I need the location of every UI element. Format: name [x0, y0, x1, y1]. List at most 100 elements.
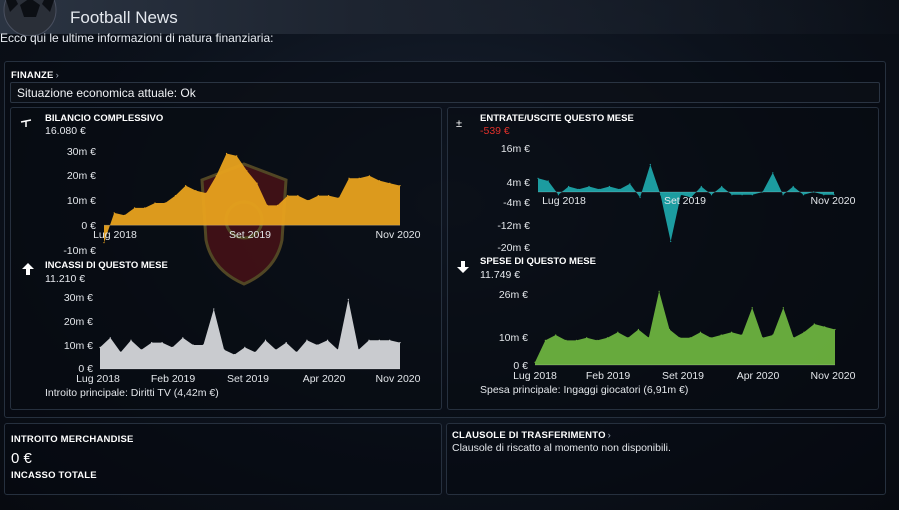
- chevron-right-icon: ›: [55, 70, 59, 81]
- spese-point: [689, 337, 691, 339]
- bilancio-y-tick-label: 30m €: [67, 146, 96, 158]
- incassi-point: [109, 337, 111, 339]
- incassi-y-tick-label: 0 €: [78, 363, 93, 375]
- clausole-title-label: CLAUSOLE DI TRASFERIMENTO: [452, 430, 606, 441]
- incassi-point: [347, 298, 349, 300]
- entrate_uscite-point: [629, 183, 631, 185]
- entrate_uscite-point: [578, 188, 580, 190]
- entrate_uscite-point: [721, 185, 723, 188]
- bilancio-point: [174, 195, 176, 197]
- intro-text: Ecco qui le ultime informazioni di natur…: [0, 31, 274, 45]
- finanze-title-label: FINANZE: [11, 70, 54, 81]
- plus-minus-icon: ±: [456, 118, 462, 129]
- incassi-y-tick-label: 30m €: [64, 292, 93, 304]
- incassi-x-tick-label: Nov 2020: [376, 373, 421, 385]
- spese-value: 11.749 €: [480, 269, 521, 281]
- incasso-totale-label: INCASSO TOTALE: [11, 470, 97, 481]
- entrate_uscite-x-tick-label: Set 2019: [664, 195, 706, 207]
- entrate_uscite-point: [619, 188, 621, 190]
- incassi-point: [316, 344, 318, 346]
- spese-y-tick-label: 0 €: [513, 360, 528, 372]
- entrate_uscite-x-tick-label: Nov 2020: [811, 195, 856, 207]
- incassi-area-series: [100, 299, 400, 369]
- entrate_uscite-y-tick-label: -20m €: [497, 242, 530, 254]
- spese-x-tick-label: Nov 2020: [811, 370, 856, 382]
- spese-x-tick-label: Feb 2019: [586, 370, 631, 382]
- incassi-point: [275, 349, 277, 351]
- bilancio-point: [399, 185, 401, 187]
- spese-point: [741, 334, 743, 336]
- incassi-point: [192, 344, 194, 346]
- spese-point: [803, 331, 805, 333]
- spese-point: [627, 337, 629, 339]
- entrate_uscite-point: [772, 172, 774, 174]
- entrate_uscite-point: [659, 194, 662, 196]
- incassi-point: [171, 346, 173, 348]
- bilancio-area-series: [104, 153, 400, 243]
- incassi-note: Introito principale: Diritti TV (4,42m €…: [45, 387, 219, 399]
- spese-point: [720, 334, 722, 336]
- spese-point: [565, 339, 567, 341]
- spese-point: [824, 326, 826, 328]
- bilancio-point: [205, 192, 207, 194]
- entrate_uscite-point: [537, 177, 539, 179]
- spese-point: [658, 290, 660, 292]
- entrate_uscite-point: [608, 185, 611, 188]
- bilancio-point: [164, 202, 166, 204]
- incassi-point: [399, 342, 401, 344]
- incassi-point: [358, 349, 360, 351]
- entrate_uscite-point: [670, 240, 672, 243]
- bilancio-point: [379, 180, 381, 182]
- entrate_uscite-point: [680, 194, 682, 196]
- status-bar: Situazione economica attuale: Ok: [10, 82, 880, 103]
- entrate_uscite-point: [700, 185, 702, 188]
- finanze-title[interactable]: FINANZE ›: [11, 70, 59, 81]
- incassi-point: [151, 342, 153, 344]
- incassi-point: [161, 342, 163, 344]
- incassi-x-tick-label: Lug 2018: [76, 373, 120, 385]
- spese-point: [575, 339, 578, 341]
- status-text: Situazione economica attuale: Ok: [17, 86, 196, 100]
- incassi-x-tick-label: Set 2019: [227, 373, 269, 385]
- spese-x-tick-label: Lug 2018: [513, 370, 557, 382]
- incassi-point: [337, 349, 339, 351]
- bilancio-point: [266, 204, 268, 206]
- entrate_uscite-point: [557, 194, 560, 196]
- incassi-x-tick-label: Feb 2019: [151, 373, 196, 385]
- spese-point: [596, 339, 598, 341]
- entrate_uscite-point: [731, 194, 733, 196]
- entrate_uscite-point: [823, 194, 825, 196]
- bilancio-y-tick-label: 10m €: [67, 195, 96, 207]
- bilancio-point: [368, 175, 370, 177]
- spese-title: SPESE DI QUESTO MESE: [480, 256, 596, 267]
- merchandise-title: INTROITO MERCHANDISE: [11, 434, 134, 445]
- app-title: Football News: [70, 8, 178, 27]
- bilancio-point: [144, 207, 146, 209]
- incassi-point: [254, 351, 256, 353]
- entrate-uscite-title: ENTRATE/USCITE QUESTO MESE: [480, 113, 634, 124]
- incassi-point: [378, 339, 380, 341]
- bilancio-point: [185, 185, 187, 187]
- bilancio-point: [103, 242, 105, 244]
- incassi-point: [233, 354, 236, 356]
- arrow-down-icon: [457, 261, 469, 273]
- incassi-point: [223, 349, 225, 351]
- bilancio-point: [307, 199, 309, 202]
- spese-point: [586, 337, 588, 339]
- incassi-point: [213, 308, 215, 310]
- merchandise-panel: [4, 423, 442, 495]
- incassi-point: [327, 339, 329, 341]
- spese-point: [813, 323, 815, 325]
- entrate_uscite-point: [741, 194, 743, 196]
- clausole-title[interactable]: CLAUSOLE DI TRASFERIMENTO ›: [452, 430, 611, 441]
- entrate_uscite-point: [751, 194, 753, 196]
- bilancio-point: [276, 204, 279, 206]
- spese-area-series: [535, 291, 835, 365]
- entrate_uscite-y-tick-label: -4m €: [503, 197, 530, 209]
- spese-x-tick-label: Set 2019: [662, 370, 704, 382]
- incassi-point: [296, 351, 298, 353]
- incassi-point: [130, 339, 132, 341]
- spese-y-tick-label: 26m €: [499, 289, 528, 301]
- clausole-text: Clausole di riscatto al momento non disp…: [452, 442, 671, 454]
